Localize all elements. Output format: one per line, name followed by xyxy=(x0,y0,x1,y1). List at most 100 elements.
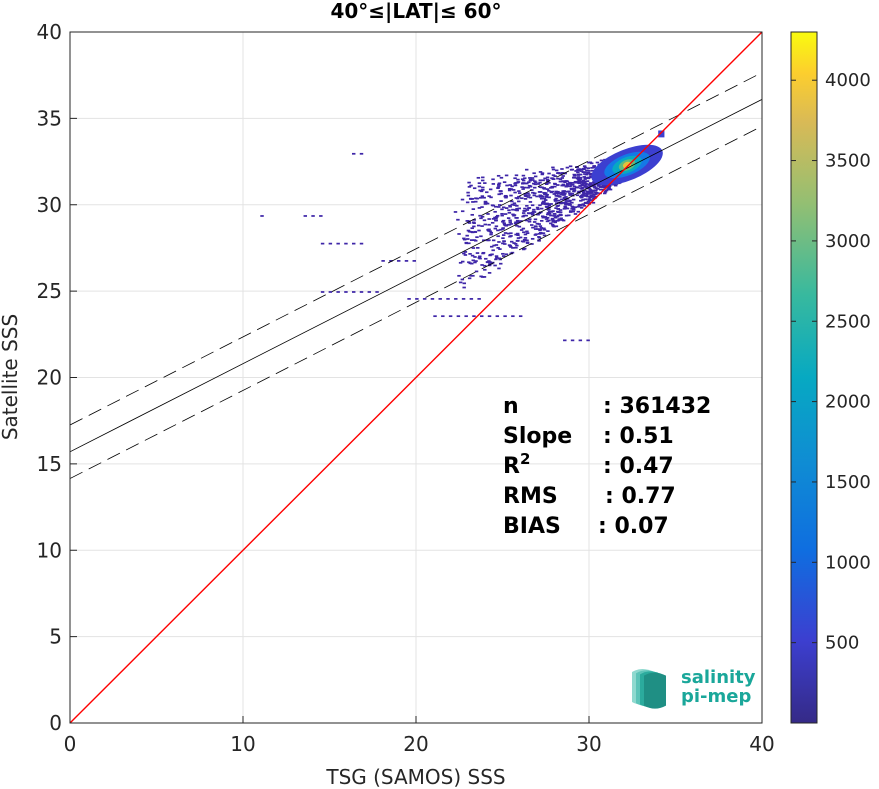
y-axis-label: Satellite SSS xyxy=(0,314,22,440)
density-cell xyxy=(512,242,516,244)
density-cell xyxy=(519,229,524,231)
density-cell xyxy=(509,188,514,191)
density-cell xyxy=(538,225,543,227)
density-cell xyxy=(514,233,518,236)
x-tick-label: 30 xyxy=(576,732,601,756)
density-cell xyxy=(572,173,576,176)
density-cell xyxy=(482,196,486,199)
density-cell xyxy=(524,195,528,198)
density-cell xyxy=(446,298,450,300)
density-cell xyxy=(556,190,560,193)
density-cell xyxy=(589,194,594,196)
density-cell xyxy=(549,203,553,205)
density-cell xyxy=(594,193,598,195)
density-cell xyxy=(564,214,569,217)
density-cell xyxy=(583,195,587,197)
density-cell xyxy=(546,212,551,214)
density-cell xyxy=(524,219,529,222)
density-cell xyxy=(605,184,609,187)
density-cell xyxy=(551,219,555,221)
density-cell xyxy=(336,291,340,293)
density-cell xyxy=(504,253,509,256)
density-cell xyxy=(469,184,473,187)
density-cell xyxy=(568,185,572,188)
density-cell xyxy=(525,209,530,211)
density-cell xyxy=(527,207,532,209)
density-cell xyxy=(587,183,592,186)
density-cell xyxy=(521,212,526,214)
density-cell xyxy=(571,198,576,201)
density-cell xyxy=(564,185,568,188)
density-cell xyxy=(522,214,526,217)
density-cell xyxy=(592,165,596,168)
density-cell xyxy=(489,231,493,234)
density-cell xyxy=(505,184,509,187)
density-cell xyxy=(463,254,468,256)
density-cell xyxy=(509,194,513,197)
density-cell xyxy=(508,221,512,223)
stat-value: : 0.07 xyxy=(598,514,669,539)
density-cell xyxy=(563,206,568,209)
density-cell xyxy=(515,204,519,207)
density-cell xyxy=(500,212,504,215)
density-cell xyxy=(328,291,333,293)
density-cell xyxy=(538,171,543,173)
density-cell xyxy=(567,202,571,205)
density-cell xyxy=(568,211,573,213)
density-cell xyxy=(351,242,356,245)
density-cell xyxy=(458,281,463,284)
density-cell xyxy=(470,227,474,230)
density-cell xyxy=(482,219,487,222)
density-cell xyxy=(582,176,587,178)
logo-wave-icon xyxy=(644,672,666,709)
density-cell xyxy=(533,225,538,228)
density-cell xyxy=(583,189,587,192)
density-cell xyxy=(471,201,475,203)
density-cell xyxy=(484,202,488,205)
density-cell xyxy=(564,203,568,206)
density-cell xyxy=(501,242,505,245)
density-cell xyxy=(589,162,594,165)
density-cell xyxy=(501,237,505,240)
density-cell xyxy=(525,230,529,233)
density-cell xyxy=(554,202,559,205)
density-cell xyxy=(560,177,565,179)
density-cell xyxy=(469,198,473,200)
stat-label: BIAS xyxy=(503,514,561,539)
density-cell xyxy=(480,179,485,182)
density-cell xyxy=(531,191,535,194)
density-cell xyxy=(607,187,611,190)
y-tick-label: 25 xyxy=(37,279,62,303)
density-cell xyxy=(492,244,496,247)
density-cell xyxy=(494,258,498,261)
density-cell xyxy=(544,218,549,220)
density-cell xyxy=(479,275,483,278)
density-cell xyxy=(579,206,584,209)
density-cell xyxy=(508,204,512,207)
density-cell xyxy=(509,252,513,255)
density-cell xyxy=(477,182,482,185)
density-cell xyxy=(515,232,520,235)
colorbar-ticks: 500 1000 1500 2000 2500 3000 3500 4000 xyxy=(791,70,871,654)
density-cell xyxy=(586,192,590,195)
density-cell xyxy=(558,214,562,217)
density-cell xyxy=(496,186,500,189)
density-cell xyxy=(478,189,482,192)
density-cell xyxy=(471,274,475,277)
density-cell xyxy=(579,187,583,189)
colorbar-tick-label: 500 xyxy=(825,633,859,654)
density-cell xyxy=(479,235,483,238)
density-cell xyxy=(587,161,591,164)
density-cell xyxy=(497,241,501,243)
density-cell xyxy=(547,189,551,192)
density-cell xyxy=(501,234,506,236)
density-cell xyxy=(513,182,517,185)
density-cell xyxy=(521,179,526,182)
stat-value: : 0.51 xyxy=(603,424,674,449)
density-cell xyxy=(466,191,470,194)
density-cell xyxy=(523,233,528,236)
density-cell xyxy=(584,183,588,186)
density-cell xyxy=(591,195,595,198)
density-cell xyxy=(658,130,665,138)
density-cell xyxy=(561,175,565,177)
